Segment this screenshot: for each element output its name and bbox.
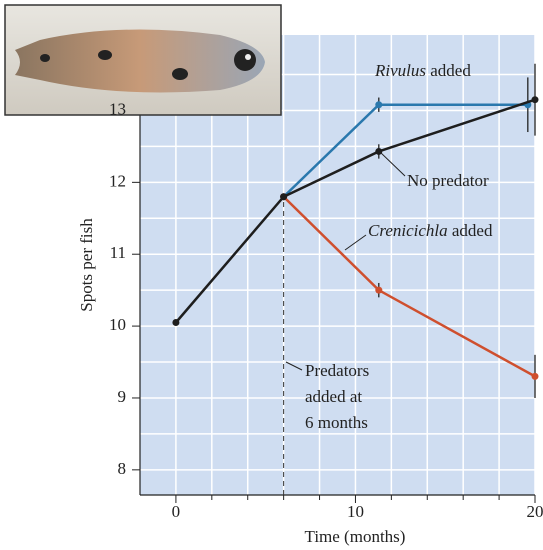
labels: Rivulus added No predator Crenicichla ad… [285,61,493,432]
series-label-italic: Rivulus [374,61,426,80]
point [531,372,539,380]
point [375,286,383,294]
x-tick-label: 0 [172,502,181,521]
series-label-rest: added [430,61,471,80]
fish-photo [4,4,282,116]
annotation-line: added at [305,387,362,406]
y-tick-label: 8 [118,459,127,478]
x-tick-label: 10 [347,502,364,521]
series-label: Rivulus added [374,61,471,80]
annotation-line: Predators [305,361,369,380]
point [375,101,383,109]
leader [344,234,367,251]
y-axis-title: Spots per fish [77,218,96,312]
y-tick-label: 10 [109,315,126,334]
y-tick-label: 13 [109,99,126,118]
series-label-italic: Crenicichla [368,221,448,240]
y-tick-label: 12 [109,171,126,190]
annotation-line: 6 months [305,413,368,432]
point [280,193,288,201]
x-axis-title: Time (months) [305,527,406,546]
leader [285,361,303,371]
y-tick-label: 9 [118,387,127,406]
series-line [174,98,536,324]
series-label-rest: added [452,221,493,240]
point [172,319,180,326]
series-label: No predator [407,171,489,190]
point [531,96,539,104]
leader [379,151,406,177]
series-label: Crenicichla added [368,221,493,240]
x-tick-label: 20 [527,502,543,521]
y-tick-label: 11 [110,243,126,262]
